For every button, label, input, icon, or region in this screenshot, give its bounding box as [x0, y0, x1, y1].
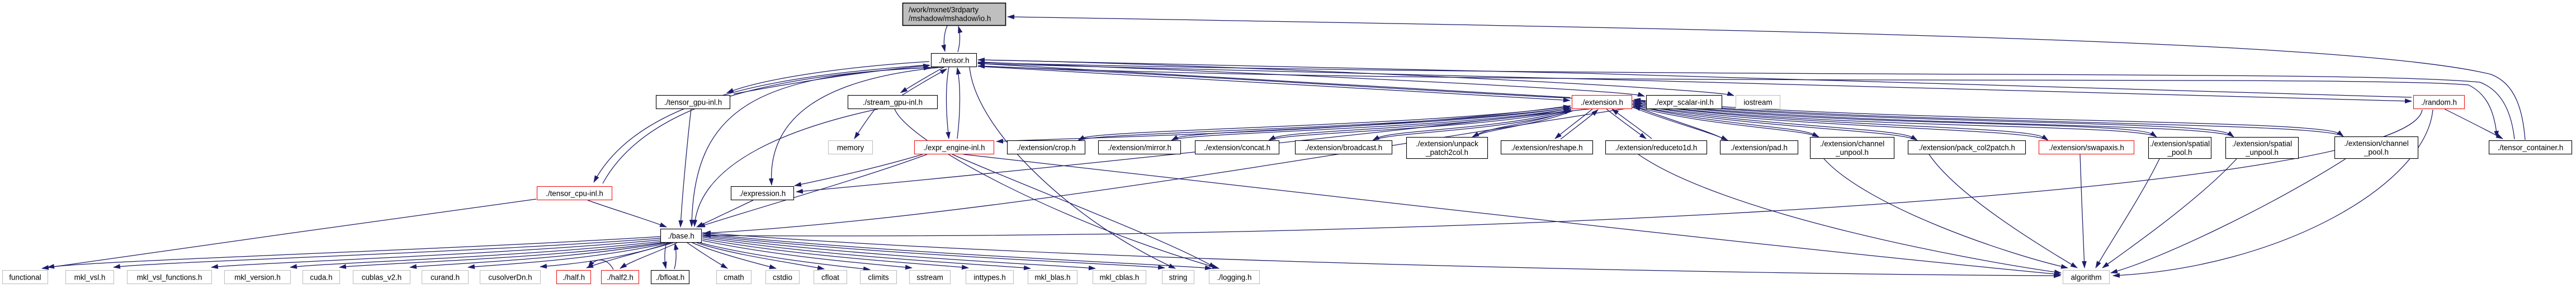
svg-text:climits: climits	[868, 273, 888, 281]
svg-text:cstdio: cstdio	[773, 273, 792, 281]
svg-text:sstream: sstream	[916, 273, 943, 281]
svg-text:functional: functional	[9, 273, 41, 281]
svg-text:mkl_cblas.h: mkl_cblas.h	[1100, 273, 1140, 281]
svg-text:cmath: cmath	[724, 273, 744, 281]
svg-text:./extension/pack_col2patch.h: ./extension/pack_col2patch.h	[1918, 143, 2015, 152]
svg-text:cusolverDn.h: cusolverDn.h	[488, 273, 532, 281]
svg-text:./extension/spatial: ./extension/spatial	[2232, 139, 2292, 148]
svg-text:./extension/crop.h: ./extension/crop.h	[1017, 143, 1076, 152]
svg-text:./extension/swapaxis.h: ./extension/swapaxis.h	[2049, 143, 2124, 152]
svg-text:inttypes.h: inttypes.h	[973, 273, 1005, 281]
svg-text:_unpool.h: _unpool.h	[2245, 148, 2279, 157]
svg-text:./stream_gpu-inl.h: ./stream_gpu-inl.h	[863, 98, 923, 106]
svg-text:./tensor_cpu-inl.h: ./tensor_cpu-inl.h	[546, 189, 603, 197]
svg-text:mkl_blas.h: mkl_blas.h	[1034, 273, 1070, 281]
svg-text:mkl_version.h: mkl_version.h	[234, 273, 281, 281]
svg-text:string: string	[1169, 273, 1188, 281]
svg-text:curand.h: curand.h	[431, 273, 460, 281]
svg-text:algorithm: algorithm	[2071, 273, 2101, 281]
svg-text:mkl_vsl_functions.h: mkl_vsl_functions.h	[137, 273, 202, 281]
svg-text:/mshadow/mshadow/io.h: /mshadow/mshadow/io.h	[909, 15, 991, 23]
svg-text:./extension/pad.h: ./extension/pad.h	[1731, 143, 1788, 152]
svg-text:./expr_engine-inl.h: ./expr_engine-inl.h	[923, 143, 985, 152]
svg-text:./logging.h: ./logging.h	[1217, 273, 1252, 281]
svg-text:./half2.h: ./half2.h	[607, 273, 634, 281]
svg-text:./base.h: ./base.h	[668, 232, 694, 240]
svg-text:./expression.h: ./expression.h	[739, 189, 786, 197]
svg-text:_pool.h: _pool.h	[2167, 148, 2192, 157]
svg-text:./tensor_gpu-inl.h: ./tensor_gpu-inl.h	[664, 98, 722, 106]
svg-text:./extension/concat.h: ./extension/concat.h	[1204, 143, 1270, 152]
svg-text:mkl_vsl.h: mkl_vsl.h	[74, 273, 106, 281]
svg-text:./bfloat.h: ./bfloat.h	[656, 273, 684, 281]
svg-text:./tensor.h: ./tensor.h	[938, 56, 969, 64]
svg-text:./extension/reduceto1d.h: ./extension/reduceto1d.h	[1615, 143, 1698, 152]
svg-text:iostream: iostream	[1743, 98, 1772, 106]
svg-text:./random.h: ./random.h	[2421, 98, 2457, 106]
svg-text:./extension/reshape.h: ./extension/reshape.h	[1511, 143, 1582, 152]
svg-text:./extension/channel: ./extension/channel	[1820, 139, 1884, 148]
svg-text:cublas_v2.h: cublas_v2.h	[362, 273, 401, 281]
svg-text:./extension/mirror.h: ./extension/mirror.h	[1108, 143, 1171, 152]
svg-text:./expr_scalar-inl.h: ./expr_scalar-inl.h	[1655, 98, 1714, 106]
svg-text:_unpool.h: _unpool.h	[1835, 148, 1869, 157]
svg-text:_pool.h: _pool.h	[2364, 148, 2389, 156]
svg-text:cuda.h: cuda.h	[310, 273, 332, 281]
svg-text:./half.h: ./half.h	[563, 273, 585, 281]
svg-text:cfloat: cfloat	[821, 273, 839, 281]
svg-text:./extension.h: ./extension.h	[1581, 98, 1623, 106]
svg-text:./extension/unpack: ./extension/unpack	[1416, 139, 1478, 148]
svg-text:/work/mxnet/3rdparty: /work/mxnet/3rdparty	[909, 6, 979, 14]
svg-text:./extension/channel: ./extension/channel	[2344, 139, 2408, 148]
svg-text:./extension/spatial: ./extension/spatial	[2150, 139, 2210, 148]
svg-text:./tensor_container.h: ./tensor_container.h	[2498, 143, 2564, 152]
svg-text:./extension/broadcast.h: ./extension/broadcast.h	[1305, 143, 1382, 152]
svg-text:memory: memory	[837, 143, 864, 152]
svg-text:_patch2col.h: _patch2col.h	[1425, 148, 1468, 157]
